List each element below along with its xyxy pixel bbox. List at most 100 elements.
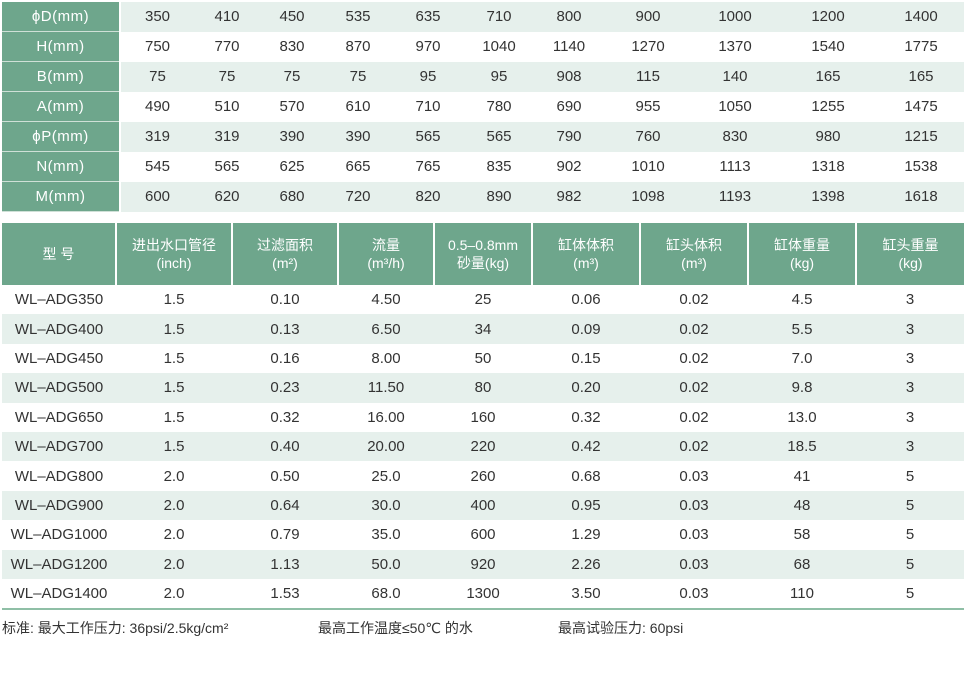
- spec-cell: 1300: [434, 578, 532, 611]
- dimension-cell: 350: [120, 2, 194, 32]
- dimension-cell: 820: [392, 181, 464, 212]
- dimension-cell: 625: [279, 158, 305, 175]
- header-line1: 流量: [372, 237, 400, 253]
- spec-cell: 6.50: [338, 314, 434, 344]
- spec-cell: 0.03: [640, 490, 748, 521]
- dimension-cell: 75: [194, 61, 260, 92]
- table-row: WL–ADG350 1.5 0.10 4.50 25 0.06 0.02 4.5 3: [2, 285, 964, 314]
- table-row: WL–ADG650 1.5 0.32 16.00 160 0.32 0.02 13.0 3: [2, 403, 964, 432]
- dimension-cell: 1113: [719, 158, 751, 175]
- spec-cell: 3: [905, 408, 915, 426]
- spec-cell: 0.03: [679, 467, 709, 485]
- dimension-cell: 565: [464, 121, 534, 152]
- test-pressure-note: 最高试验压力: 60psi: [558, 620, 684, 636]
- dimension-cell: 600: [120, 181, 194, 212]
- header-line2: (kg): [898, 255, 923, 271]
- dimension-cell: 890: [464, 181, 534, 212]
- spec-cell: 2.0: [116, 549, 232, 579]
- column-header: 0.5–0.8mm 砂量(kg): [434, 223, 533, 285]
- model-cell: WL–ADG700: [2, 431, 116, 462]
- spec-cell: 0.50: [270, 467, 300, 485]
- dimension-cell: 1370: [718, 38, 752, 55]
- dimension-cell: 1475: [904, 98, 938, 115]
- spec-cell: 3: [856, 373, 964, 403]
- dimension-cell: 665: [345, 158, 371, 175]
- dimension-cell: 165: [878, 61, 964, 92]
- table-row: WL–ADG1400 2.0 1.53 68.0 1300 3.50 0.03 110 5: [2, 578, 964, 611]
- dimension-cell: 115: [604, 61, 692, 92]
- dimension-cell: 1538: [904, 158, 938, 175]
- column-header: 进出水口管径 (inch): [116, 223, 233, 285]
- spec-cell: 0.03: [640, 578, 748, 611]
- dimension-label: H(mm): [2, 31, 121, 62]
- spec-cell: 0.68: [571, 467, 601, 485]
- spec-cell: 0.02: [640, 373, 748, 403]
- table-row: WL–ADG1000 2.0 0.79 35.0 600 1.29 0.03 58 5: [2, 520, 964, 549]
- header-line1: 0.5–0.8mm: [447, 237, 519, 253]
- dimension-cell: 75: [260, 61, 324, 92]
- dimension-cell: 1270: [631, 38, 665, 55]
- column-header: 缸体体积 (m³): [532, 223, 641, 285]
- spec-cell: 400: [434, 490, 532, 521]
- spec-cell: 1.53: [232, 578, 338, 611]
- dimension-cell: 900: [604, 2, 692, 32]
- model-cell: WL–ADG900: [2, 490, 116, 521]
- spec-cell: 5: [905, 467, 915, 485]
- spec-cell: 58: [793, 526, 811, 544]
- spec-cell: 1.13: [232, 549, 338, 579]
- dimension-cell: 1098: [604, 181, 692, 212]
- column-header: 型 号: [2, 223, 117, 285]
- dimension-cell: 835: [486, 158, 512, 175]
- spec-cell: 0.23: [232, 373, 338, 403]
- dimension-cell: 1000: [692, 2, 778, 32]
- header-line2: (m³): [681, 255, 707, 271]
- spec-cell: 1.5: [116, 431, 232, 462]
- dimension-cell: 319: [194, 121, 260, 152]
- model-cell: WL–ADG450: [14, 349, 104, 367]
- model-cell: WL–ADG650: [14, 408, 104, 426]
- dimension-label: B(mm): [2, 61, 121, 92]
- spec-cell: 0.03: [679, 526, 709, 544]
- spec-cell: 50: [474, 349, 492, 367]
- dimension-cell: 765: [415, 158, 441, 175]
- table-row: WL–ADG700 1.5 0.40 20.00 220 0.42 0.02 18.5 3: [2, 431, 964, 462]
- spec-cell: 35.0: [371, 526, 401, 544]
- spec-cell: 0.95: [532, 490, 640, 521]
- dimension-cell: 780: [486, 98, 512, 115]
- spec-cell: 0.42: [532, 431, 640, 462]
- model-cell: WL–ADG400: [2, 314, 116, 344]
- spec-cell: 1.5: [116, 373, 232, 403]
- dimension-cell: 710: [464, 2, 534, 32]
- spec-cell: 25.0: [371, 467, 401, 485]
- spec-cell: 0.02: [640, 314, 748, 344]
- dimension-cell: 510: [214, 98, 240, 115]
- column-header: 缸头体积 (m³): [640, 223, 749, 285]
- dimension-cell: 710: [415, 98, 441, 115]
- spec-cell: 160: [470, 408, 496, 426]
- header-line1: 过滤面积: [257, 237, 313, 253]
- spec-cell: 3.50: [532, 578, 640, 611]
- dimension-cell: 790: [534, 121, 604, 152]
- dimension-cell: 565: [214, 158, 240, 175]
- header-line2: (kg): [789, 255, 815, 271]
- table-row: WL–ADG800 2.0 0.50 25.0 260 0.68 0.03 41 5: [2, 461, 964, 490]
- table-row: WL–ADG1200 2.0 1.13 50.0 920 2.26 0.03 68 5: [2, 549, 964, 579]
- spec-cell: 48: [748, 490, 856, 521]
- dimension-cell: 390: [260, 121, 324, 152]
- dimension-cell: 1040: [482, 38, 516, 55]
- spec-cell: 2.0: [116, 578, 232, 611]
- spec-cell: 0.32: [571, 408, 601, 426]
- spec-cell: 110: [748, 578, 856, 611]
- spec-cell: 3: [856, 314, 964, 344]
- header-line1: 缸头体积: [666, 237, 722, 253]
- dimension-cell: 319: [120, 121, 194, 152]
- dimension-cell: 1215: [878, 121, 964, 152]
- dimension-cell: 1540: [811, 38, 845, 55]
- dimension-cell: 570: [279, 98, 305, 115]
- spec-cell: 600: [470, 526, 496, 544]
- dimension-cell: 680: [260, 181, 324, 212]
- dimension-cell: 165: [778, 61, 878, 92]
- spec-cell: 20.00: [338, 431, 434, 462]
- spec-cell: 4.50: [371, 291, 401, 309]
- dimension-cell: 1200: [778, 2, 878, 32]
